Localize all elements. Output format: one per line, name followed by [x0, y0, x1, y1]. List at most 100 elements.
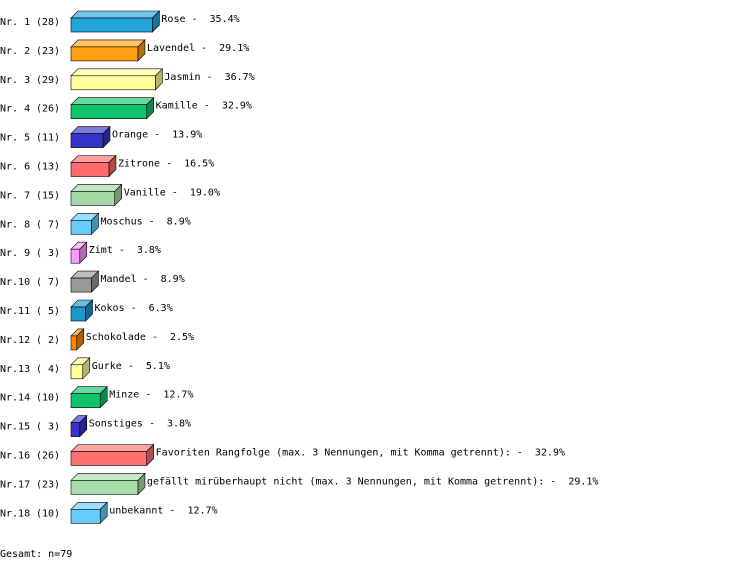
count-label: (26) [36, 451, 60, 462]
category-label: Nr.15 [0, 422, 30, 433]
bar [70, 480, 139, 495]
footer: Gesamt: n=79 [0, 549, 72, 560]
value-label: 35.4% [210, 14, 240, 25]
category-label: Nr. 3 [0, 75, 30, 86]
category-label: Nr.16 [0, 451, 30, 462]
value-label: 36.7% [225, 72, 255, 83]
bar [70, 422, 81, 437]
bar [70, 104, 147, 119]
value-label: 13.9% [172, 130, 202, 141]
bar [70, 277, 92, 293]
count-label: (23) [36, 479, 60, 490]
bar [70, 248, 81, 264]
category-label: Nr.12 [0, 335, 30, 346]
bar-top [70, 97, 155, 105]
count-label: (29) [36, 75, 60, 86]
bar [70, 191, 116, 206]
value-label: 19.0% [190, 187, 220, 198]
value-label: 16.5% [184, 159, 214, 170]
value-label: 5.1% [146, 361, 170, 372]
bar [70, 133, 104, 148]
category-label: Nr. 9 [0, 248, 30, 259]
value-label: 29.1% [568, 476, 598, 487]
count-label: (23) [36, 46, 60, 57]
bar-name: Mandel - [100, 274, 148, 285]
value-label: 12.7% [187, 505, 217, 516]
bar-name: Favoriten Rangfolge (max. 3 Nennungen, m… [156, 448, 523, 459]
bar-name: Schokolade - [86, 332, 158, 343]
bar-name: Gurke - [92, 361, 134, 372]
bar-name: unbekannt - [109, 505, 175, 516]
bar [70, 335, 78, 351]
bar-name: Lavendel - [147, 43, 207, 54]
count-label: ( 3) [36, 248, 60, 259]
value-label: 29.1% [219, 43, 249, 54]
bar [70, 393, 101, 409]
count-label: (13) [36, 162, 60, 173]
category-label: Nr.13 [0, 364, 30, 375]
bar-top [70, 444, 155, 452]
bar [70, 162, 110, 177]
count-label: ( 2) [36, 335, 60, 346]
category-label: Nr.17 [0, 479, 30, 490]
value-label: 3.8% [167, 419, 191, 430]
bar-name: Kamille - [156, 101, 210, 112]
category-label: Nr. 5 [0, 133, 30, 144]
value-label: 3.8% [137, 245, 161, 256]
bar-name: Zitrone - [118, 159, 172, 170]
count-label: ( 4) [36, 364, 60, 375]
bar [70, 46, 139, 62]
bar-top [70, 10, 161, 19]
category-label: Nr. 6 [0, 162, 30, 173]
count-label: ( 3) [36, 422, 60, 433]
category-label: Nr.11 [0, 306, 30, 317]
category-label: Nr.14 [0, 393, 30, 404]
value-label: 8.9% [161, 274, 185, 285]
category-label: Nr.10 [0, 277, 30, 288]
bar-name: Zimt - [89, 245, 125, 256]
value-label: 12.7% [163, 390, 193, 401]
bar-name: Vanille - [124, 187, 178, 198]
bar-top [70, 155, 117, 163]
bar [70, 220, 92, 235]
bar [70, 306, 86, 322]
count-label: ( 5) [36, 306, 60, 317]
bar-name: Sonstiges - [89, 419, 155, 430]
bar-top [70, 68, 164, 77]
bar-name: Rose - [161, 14, 197, 25]
bar-top [70, 473, 146, 481]
value-label: 2.5% [170, 332, 194, 343]
bar-name: Kokos - [94, 303, 136, 314]
category-label: Nr. 4 [0, 104, 30, 115]
count-label: (10) [36, 508, 60, 519]
bar-name: Moschus - [100, 216, 154, 227]
count-label: (28) [36, 17, 60, 28]
bar [70, 451, 147, 466]
category-label: Nr.18 [0, 508, 30, 519]
bar [70, 508, 101, 524]
category-label: Nr. 8 [0, 219, 30, 230]
value-label: 32.9% [535, 448, 565, 459]
count-label: (11) [36, 133, 60, 144]
bar-top [70, 39, 146, 48]
value-label: 8.9% [167, 216, 191, 227]
count-label: (15) [36, 190, 60, 201]
category-label: Nr. 2 [0, 46, 30, 57]
bar [70, 364, 84, 380]
count-label: (26) [36, 104, 60, 115]
bar-name: Minze - [109, 390, 151, 401]
category-label: Nr. 1 [0, 17, 30, 28]
count-label: ( 7) [36, 277, 60, 288]
bar-name: Orange - [112, 130, 160, 141]
bar-name: Jasmin - [164, 72, 212, 83]
value-label: 32.9% [222, 101, 252, 112]
bar-top [70, 184, 123, 192]
bar [70, 75, 156, 91]
category-label: Nr. 7 [0, 190, 30, 201]
count-label: ( 7) [36, 219, 60, 230]
value-label: 6.3% [149, 303, 173, 314]
bar-name: gefällt mirüberhaupt nicht (max. 3 Nennu… [147, 476, 556, 487]
count-label: (10) [36, 393, 60, 404]
